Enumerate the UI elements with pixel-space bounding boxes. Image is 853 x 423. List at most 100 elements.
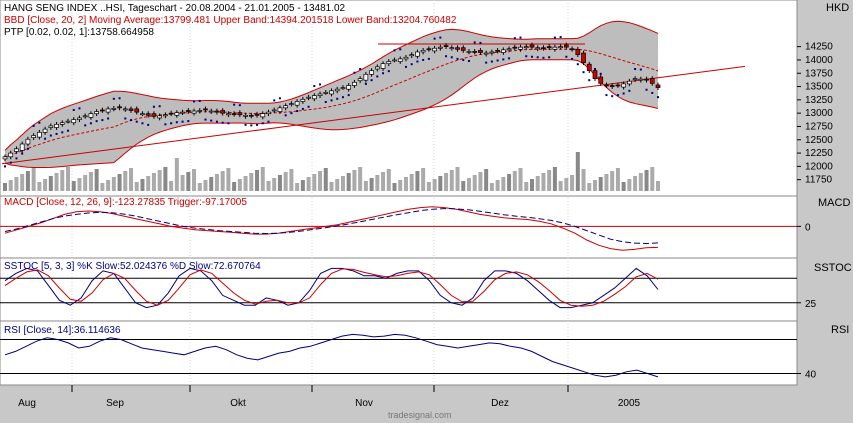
sar-dot (164, 123, 167, 126)
volume-bar (495, 180, 500, 191)
sar-dot (479, 41, 482, 44)
y-tick-label: 14250 (805, 42, 833, 53)
candle-body (541, 47, 546, 50)
volume-bar (426, 182, 431, 191)
candle-body (346, 85, 352, 90)
candle-body (632, 78, 638, 80)
candle-body (31, 135, 36, 138)
volume-bar (512, 171, 517, 191)
volume-bar (507, 174, 512, 191)
sar-dot (542, 56, 545, 59)
candle-body (655, 84, 661, 88)
upper-band-line (4, 20, 659, 151)
series-line (4, 268, 659, 307)
candle-body (604, 84, 609, 87)
volume-bar (472, 175, 477, 191)
x-tick-label: Dez (491, 398, 509, 409)
sar-dot (215, 120, 218, 123)
volume-bar (627, 179, 632, 191)
volume-bar (489, 183, 494, 191)
sar-dot (599, 72, 602, 75)
volume-bar (14, 177, 19, 191)
sar-dot (278, 97, 281, 100)
x-tick-label: 2005 (618, 398, 641, 409)
candle-body (386, 61, 392, 65)
chart-title: HANG SENG INDEX ..HSI, Tageschart - 20.0… (4, 3, 346, 14)
candle-body (311, 95, 317, 100)
volume-bar (232, 182, 237, 191)
candle-body (437, 46, 443, 49)
volume-bar (529, 179, 534, 191)
candle-body (134, 108, 140, 113)
volume-bar (444, 173, 449, 191)
volume-bar (88, 172, 93, 191)
sar-dot (565, 55, 568, 58)
candle-body (54, 123, 59, 128)
volume-bar (272, 178, 277, 191)
sar-dot (605, 94, 608, 97)
sar-dot (141, 122, 144, 125)
sar-dot (227, 122, 230, 125)
candle-body (180, 111, 185, 114)
volume-bar (151, 173, 156, 191)
candle-body (266, 111, 271, 115)
candle-body (2, 156, 8, 160)
sstoc-panel-name: SSTOC (814, 262, 852, 274)
sar-dot (382, 72, 385, 75)
sar-dot (32, 124, 35, 127)
sar-dot (67, 129, 70, 132)
x-tick-label: Nov (355, 398, 373, 409)
y-tick-label: 0 (805, 222, 811, 233)
volume-bar (94, 169, 99, 191)
volume-bar (335, 179, 340, 191)
candle-body (226, 113, 231, 116)
sstoc-series (0, 267, 797, 309)
candle-body (128, 108, 134, 111)
candle-body (260, 113, 266, 118)
candle-body (357, 78, 363, 82)
volume-bar (547, 170, 552, 191)
sar-dot (336, 97, 339, 100)
volume-bar (111, 177, 116, 191)
volume-bar (518, 168, 523, 191)
volume-bar (129, 168, 134, 191)
candle-body (426, 48, 432, 51)
sar-dot (651, 91, 654, 94)
volume-bar (266, 181, 271, 191)
volume-bar (323, 168, 328, 191)
candle-body (157, 115, 163, 119)
sar-dot (462, 58, 465, 61)
volume-bar (140, 179, 145, 191)
candle-body (506, 48, 512, 51)
candle-body (586, 63, 592, 71)
volume-bar (524, 182, 529, 191)
volume-bar (633, 176, 638, 191)
volume-bar (255, 170, 260, 191)
volume-bar (169, 181, 174, 191)
sar-dot (210, 119, 213, 122)
sar-dot (364, 82, 367, 85)
candle-body (88, 113, 94, 118)
volume-bar (83, 175, 88, 191)
candle-body (82, 115, 88, 118)
sar-dot (187, 120, 190, 123)
candle-body (59, 122, 65, 125)
candle-body (14, 148, 19, 152)
candle-body (523, 46, 529, 48)
volume-bar (8, 180, 13, 191)
candle-body (392, 59, 397, 62)
sar-dot (124, 117, 127, 120)
sar-dot (170, 122, 173, 125)
candle-body (163, 114, 168, 117)
sar-dot (301, 107, 304, 110)
sar-dot (611, 95, 614, 98)
volume-bar (31, 168, 36, 191)
candle-body (243, 114, 248, 117)
y-tick-label: 13000 (805, 108, 833, 119)
volume-bar (289, 169, 294, 191)
volume-bar (369, 178, 374, 191)
candle-body (552, 46, 558, 50)
candle-body (248, 114, 254, 117)
candle-body (306, 96, 311, 99)
volume-bar (541, 173, 546, 191)
